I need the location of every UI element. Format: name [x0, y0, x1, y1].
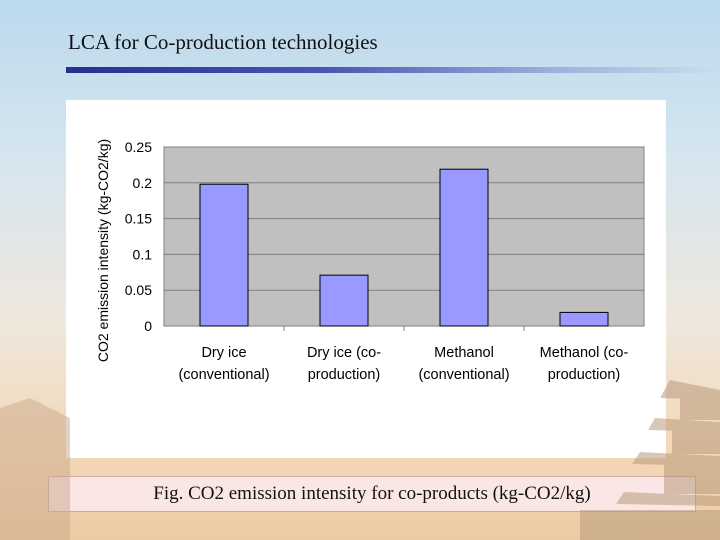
y-tick-label: 0.1 — [133, 246, 153, 262]
x-category-label: (conventional) — [418, 367, 509, 383]
x-category-label: Methanol — [434, 345, 494, 361]
x-category-label: Dry ice — [201, 345, 246, 361]
bar — [439, 168, 489, 327]
y-tick-label: 0 — [144, 318, 152, 334]
slide-title: LCA for Co-production technologies — [68, 30, 378, 54]
bar — [199, 183, 249, 327]
mountain-silhouette-graphic — [0, 398, 70, 540]
x-category-label: Methanol (co- — [540, 345, 629, 361]
bar — [319, 274, 369, 327]
y-tick-label: 0.05 — [125, 282, 152, 298]
chart-panel: CO2 emission intensity (kg-CO2/kg) 0 0.05… — [66, 100, 666, 458]
bar-chart: CO2 emission intensity (kg-CO2/kg) 0 0.05… — [95, 139, 645, 383]
x-category-label: (conventional) — [178, 367, 269, 383]
y-tick-label: 0.2 — [133, 175, 153, 191]
x-category-label: Dry ice (co- — [307, 345, 381, 361]
x-category-label: production) — [548, 367, 621, 383]
figure-caption-box: Fig. CO2 emission intensity for co-produ… — [48, 476, 696, 512]
plot-area: 0 0.05 0.1 0.15 0.2 0.25 Dry ice (conventional)… — [125, 139, 645, 383]
x-category-label: production) — [308, 367, 381, 383]
y-tick-label: 0.15 — [125, 211, 152, 227]
y-tick-label: 0.25 — [125, 139, 152, 155]
pagoda-silhouette-graphic — [580, 380, 720, 540]
figure-caption: Fig. CO2 emission intensity for co-produ… — [153, 483, 591, 504]
bar — [559, 311, 609, 327]
y-axis-label: CO2 emission intensity (kg-CO2/kg) — [95, 139, 111, 362]
title-underline — [66, 67, 718, 73]
